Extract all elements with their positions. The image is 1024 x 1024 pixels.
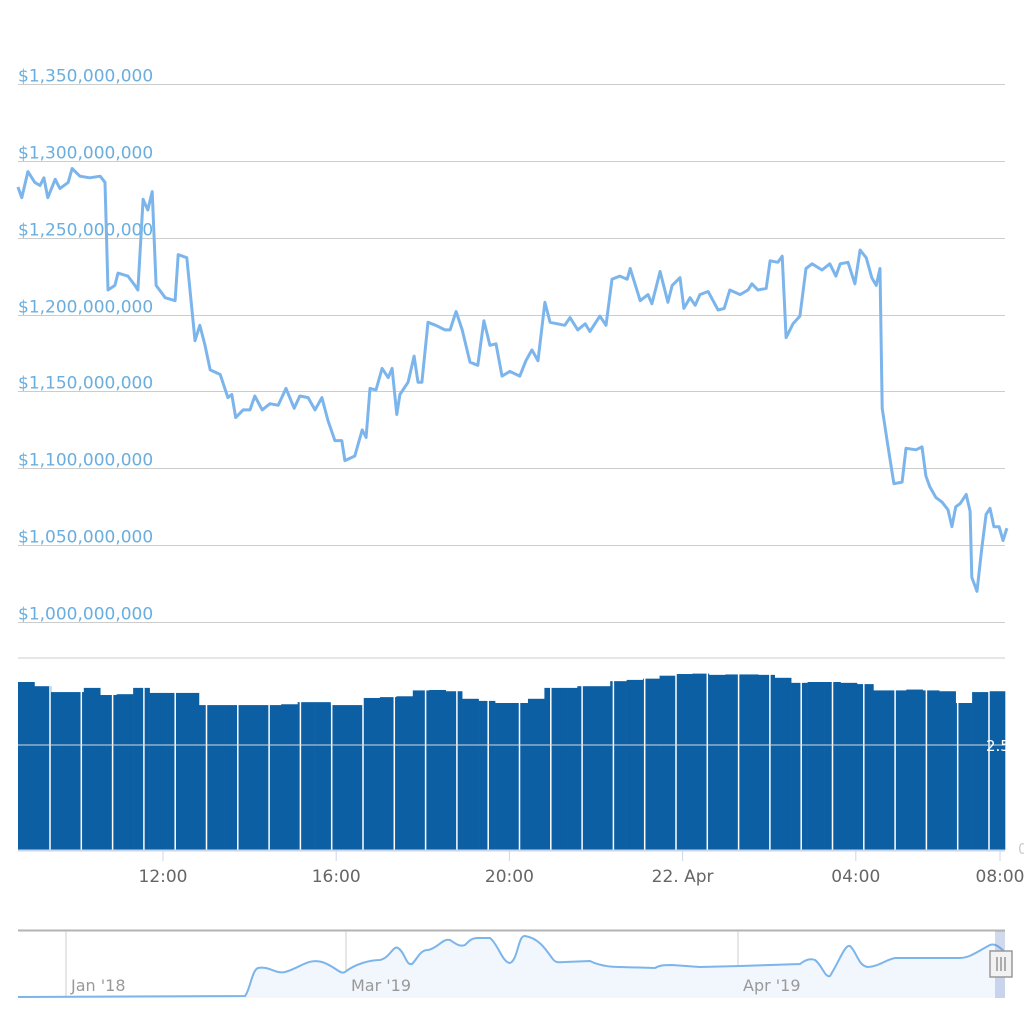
- volume-bar: [840, 682, 858, 850]
- time-axis-labels: 12:00 16:00 20:00 22. Apr 04:00 08:00: [139, 851, 1024, 887]
- volume-bar: [939, 691, 956, 850]
- volume-bar: [67, 692, 85, 850]
- volume-bar: [889, 690, 907, 850]
- volume-bar: [314, 702, 331, 850]
- price-axis-label: $1,050,000,000: [18, 528, 153, 548]
- volume-bar: [330, 705, 348, 850]
- volume-bar: [182, 692, 200, 850]
- volume-bar: [149, 692, 167, 850]
- price-axis-label: $1,350,000,000: [18, 67, 153, 87]
- time-axis-label: 12:00: [139, 867, 188, 887]
- time-axis-label: 22. Apr: [652, 867, 714, 887]
- volume-bar: [50, 692, 68, 850]
- navigator-label-mar-19: Mar '19: [351, 976, 411, 995]
- volume-bar: [906, 689, 924, 850]
- volume-bar: [659, 675, 677, 850]
- volume-bar: [741, 674, 759, 850]
- volume-bar: [692, 673, 710, 850]
- volume-bar: [347, 705, 364, 850]
- navigator-label-jan-18: Jan '18: [70, 976, 126, 995]
- volume-bar: [133, 687, 150, 850]
- volume-bar: [593, 686, 611, 850]
- price-axis-label: $1,150,000,000: [18, 374, 153, 394]
- market-cap-line: [16, 167, 1009, 593]
- volume-bar: [116, 694, 134, 850]
- volume-bar: [725, 674, 743, 850]
- volume-bar: [495, 703, 512, 850]
- volume-bar: [198, 705, 216, 850]
- navigator-series-area: [18, 935, 1005, 998]
- navigator-series-line: [17, 935, 1006, 998]
- volume-bar: [18, 682, 35, 850]
- price-axis-label: $1,300,000,000: [18, 144, 153, 164]
- volume-bar: [610, 681, 627, 850]
- volume-bar: [264, 705, 282, 850]
- volume-bar: [248, 705, 266, 850]
- volume-bar: [412, 690, 430, 850]
- drag-handle-icon[interactable]: [989, 950, 1013, 978]
- volume-bar: [281, 704, 298, 850]
- time-axis-label: 04:00: [831, 867, 880, 887]
- volume-bar: [396, 696, 414, 850]
- volume-bar: [676, 674, 693, 850]
- volume-bar: [544, 687, 562, 850]
- volume-bar: [988, 691, 1006, 850]
- volume-bar: [626, 679, 644, 850]
- volume-bar: [215, 705, 233, 850]
- volume-bar: [758, 674, 775, 850]
- volume-bar: [873, 690, 891, 850]
- time-axis-label: 16:00: [312, 867, 361, 887]
- volume-bar: [363, 697, 381, 850]
- volume-bar: [791, 682, 808, 850]
- volume-bar: [577, 686, 595, 850]
- price-axis-label: $1,200,000,000: [18, 298, 153, 318]
- price-axis-label: $1,100,000,000: [18, 451, 153, 471]
- volume-bar: [856, 684, 874, 850]
- price-axis-label: $1,250,000,000: [18, 221, 153, 241]
- volume-bar: [83, 687, 101, 850]
- volume-bar: [166, 692, 183, 850]
- volume-bar: [774, 677, 792, 850]
- navigator-label-apr-19: Apr '19: [743, 976, 801, 995]
- price-axis-label: $1,000,000,000: [18, 605, 153, 625]
- volume-bar: [643, 678, 660, 850]
- volume-bar: [478, 700, 496, 850]
- volume-bar: [922, 690, 940, 850]
- volume-bar: [429, 689, 446, 850]
- volume-bar: [100, 695, 117, 850]
- time-axis-label: 20:00: [485, 867, 534, 887]
- volume-bar: [231, 705, 249, 850]
- price-axis-labels: $1,000,000,000 $1,050,000,000 $1,100,000,0…: [18, 67, 153, 625]
- volume-bar: [955, 703, 973, 850]
- volume-bar: [34, 686, 52, 850]
- volume-axis-label-2-5m: 2.5M: [986, 737, 1023, 755]
- volume-bar: [527, 698, 545, 850]
- volume-bar: [708, 674, 726, 850]
- volume-bar: [462, 698, 479, 850]
- volume-axis-label-0: 0: [1018, 840, 1024, 858]
- volume-bar: [972, 692, 989, 850]
- time-axis-label: 08:00: [976, 867, 1024, 887]
- volume-bar: [560, 687, 578, 850]
- volume-bar: [445, 691, 463, 850]
- price-gridlines: [18, 84, 1005, 623]
- volume-bar: [379, 697, 397, 850]
- volume-bar: [807, 682, 825, 850]
- volume-bar: [297, 702, 315, 850]
- volume-bars: [18, 670, 1006, 850]
- navigator[interactable]: Jan '18 Mar '19 Apr '19: [17, 929, 1013, 998]
